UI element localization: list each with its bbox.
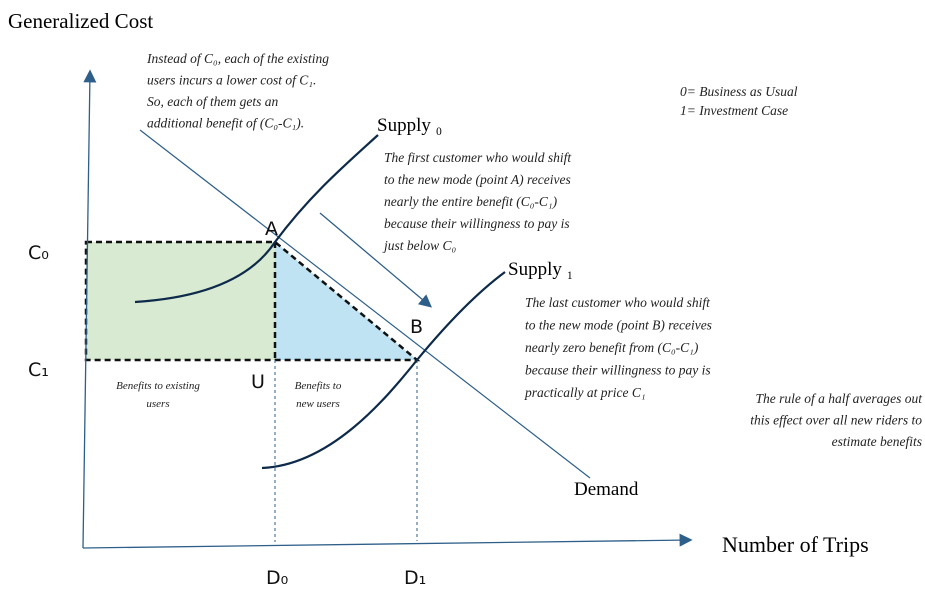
new-note-line: Benefits to (295, 380, 342, 392)
demand-label: Demand (574, 479, 639, 500)
d1-label: D₁ (404, 567, 426, 589)
last-note-line: practically at price C₁ (524, 385, 646, 400)
point-u: U (251, 371, 265, 393)
supply-1-label: Supply ₁ (508, 259, 573, 280)
point-b: B (410, 316, 423, 338)
existing-note-line: Benefits to existing (116, 380, 200, 392)
existing-note-line: users (146, 398, 169, 410)
existing-benefit-area (86, 242, 275, 360)
supply-0-curve (134, 134, 379, 304)
c0-label: C₀ (28, 242, 49, 264)
last-note-line: nearly zero benefit from (C₀-C₁) (525, 340, 699, 355)
first-note-line: just below C₀ (382, 238, 457, 253)
last-note-line: The last customer who would shift (525, 295, 711, 310)
existing-note-line: So, each of them gets an (147, 94, 278, 109)
x-axis (82, 533, 693, 549)
rule-note-line: The rule of a half averages out (756, 391, 924, 406)
demand-line (139, 129, 591, 479)
c1-label: C₁ (28, 359, 49, 381)
existing-note-line: Instead of C₀, each of the existing (146, 51, 329, 66)
x-axis-label: Number of Trips (722, 532, 869, 557)
new-note-line: new users (296, 398, 340, 410)
last-note-line: to the new mode (point B) receives (525, 318, 712, 333)
shift-arrow (319, 212, 432, 308)
rule-note-line: this effect over all new riders to (750, 413, 922, 428)
y-axis (82, 69, 97, 549)
point-a: A (265, 218, 278, 240)
legend-entry: 0= Business as Usual (680, 84, 798, 99)
rule-note-line: estimate benefits (832, 434, 922, 449)
last-note-line: because their willingness to pay is (525, 363, 711, 378)
legend-entry: 1= Investment Case (680, 103, 788, 118)
supply-1-curve (261, 271, 506, 470)
y-axis-label: Generalized Cost (8, 9, 153, 33)
supply-0-label: Supply ₀ (377, 115, 442, 136)
first-note-line: because their willingness to pay is (384, 216, 570, 231)
first-note-line: to the new mode (point A) receives (384, 172, 571, 187)
first-note-line: The first customer who would shift (384, 150, 572, 165)
first-note-line: nearly the entire benefit (C₀-C₁) (384, 194, 558, 209)
d0-label: D₀ (266, 567, 288, 589)
existing-note-line: additional benefit of (C₀-C₁). (147, 116, 304, 131)
existing-note-line: users incurs a lower cost of C₁. (147, 73, 316, 88)
